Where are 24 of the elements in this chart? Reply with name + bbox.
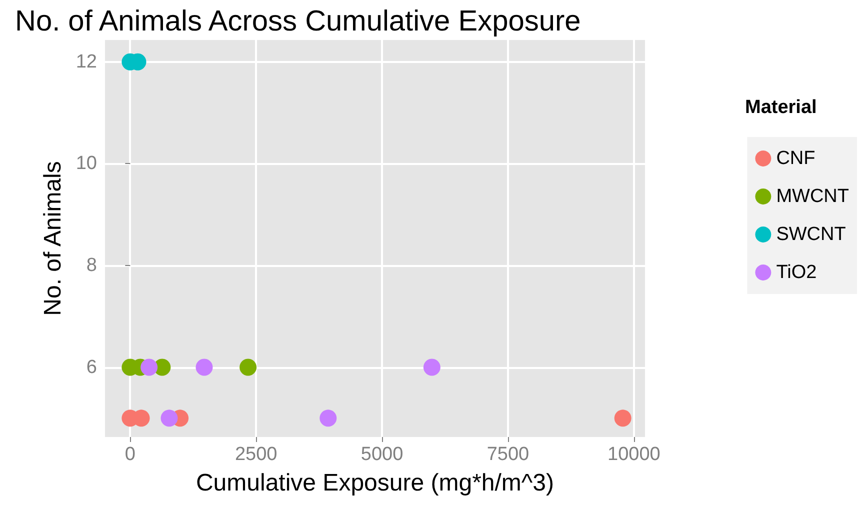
point	[160, 410, 178, 427]
chart-title: No. of Animals Across Cumulative Exposure	[15, 6, 581, 38]
legend-label: CNF	[776, 148, 816, 169]
y-tick-label: 10	[76, 153, 97, 174]
legend-title: Material	[745, 97, 817, 118]
x-tick-label: 2500	[234, 444, 278, 465]
x-tick-label: 0	[124, 444, 136, 465]
point	[140, 358, 158, 376]
y-tick-label: 6	[86, 356, 97, 378]
x-tick-label: 5000	[360, 444, 404, 465]
legend-label: MWCNT	[776, 186, 850, 207]
point	[196, 358, 213, 376]
x-axis-title: Cumulative Exposure (mg*h/m^3)	[196, 470, 554, 496]
point	[240, 358, 257, 376]
y-axis-title: No. of Animals	[39, 161, 66, 316]
legend-label: TiO2	[776, 262, 817, 283]
y-tick-label: 8	[86, 254, 97, 276]
x-tick-label: 10000	[607, 444, 660, 465]
point	[614, 410, 632, 427]
point	[320, 410, 337, 427]
point	[423, 358, 440, 376]
x-tick-label: 7500	[486, 444, 530, 465]
legend-label: SWCNT	[776, 224, 846, 245]
y-tick-label: 12	[76, 51, 97, 72]
